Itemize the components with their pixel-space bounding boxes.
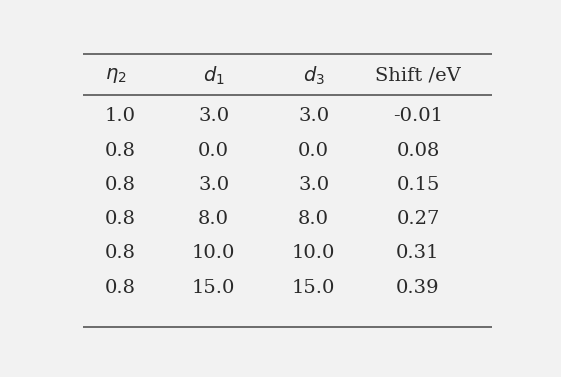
Text: 3.0: 3.0: [198, 107, 229, 126]
Text: 0.8: 0.8: [105, 142, 136, 159]
Text: 0.0: 0.0: [198, 142, 229, 159]
Text: 10.0: 10.0: [192, 244, 235, 262]
Text: 0.8: 0.8: [105, 176, 136, 194]
Text: $d_3$: $d_3$: [302, 64, 325, 87]
Text: 0.8: 0.8: [105, 210, 136, 228]
Text: 0.08: 0.08: [396, 142, 440, 159]
Text: 3.0: 3.0: [298, 176, 329, 194]
Text: 0.15: 0.15: [396, 176, 440, 194]
Text: -0.01: -0.01: [393, 107, 443, 126]
Text: 3.0: 3.0: [198, 176, 229, 194]
Text: 1.0: 1.0: [105, 107, 136, 126]
Text: 15.0: 15.0: [192, 279, 235, 297]
Text: 3.0: 3.0: [298, 107, 329, 126]
Text: 8.0: 8.0: [298, 210, 329, 228]
Text: 0.8: 0.8: [105, 279, 136, 297]
Text: $\eta_2$: $\eta_2$: [105, 66, 127, 85]
Text: 0.39: 0.39: [396, 279, 440, 297]
Text: 0.8: 0.8: [105, 244, 136, 262]
Text: 10.0: 10.0: [292, 244, 335, 262]
Text: Shift /eV: Shift /eV: [375, 67, 461, 85]
Text: 0.27: 0.27: [396, 210, 440, 228]
Text: 0.31: 0.31: [396, 244, 440, 262]
Text: $d_1$: $d_1$: [203, 64, 224, 87]
Text: 0.0: 0.0: [298, 142, 329, 159]
Text: 15.0: 15.0: [292, 279, 335, 297]
Text: 8.0: 8.0: [198, 210, 229, 228]
